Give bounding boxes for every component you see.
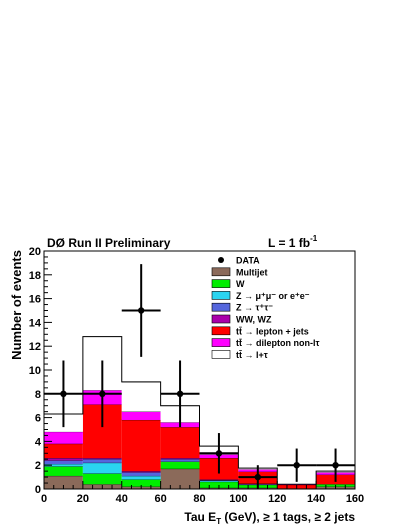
x-label-part-6: 2 jets	[321, 510, 355, 524]
bar-2-bin-2	[121, 475, 161, 480]
bar-1-bin-3	[160, 461, 200, 469]
data-point-2	[137, 307, 145, 314]
bar-7-bin-2	[121, 381, 161, 412]
y-tick-label-1: 2	[35, 460, 41, 472]
bar-2-bin-0	[44, 464, 83, 467]
bar-5-bin-2	[121, 419, 161, 472]
bar-3-bin-1	[82, 459, 122, 463]
legend-label-1: W	[236, 279, 245, 289]
legend-label-5: tt̄ → lepton + jets	[236, 326, 309, 336]
bar-4-bin-3	[160, 458, 200, 460]
x-tick-label-8: 160	[346, 493, 364, 505]
luminosity-label: L = 1 fb-1	[268, 234, 318, 250]
data-point-3	[176, 390, 184, 397]
bar-1-bin-2	[121, 479, 161, 487]
x-tick-label-5: 100	[229, 493, 247, 505]
bar-1-bin-1	[82, 473, 122, 485]
bar-3-bin-3	[160, 459, 200, 462]
x-label-part-3: ≥	[263, 510, 270, 524]
legend-label-0: Multijet	[236, 267, 268, 277]
legend-swatch-3	[211, 302, 231, 312]
y-tick-label-5: 10	[29, 365, 41, 377]
bar-5-bin-3	[160, 427, 200, 459]
x-label-part-1: T	[216, 517, 221, 526]
data-point-5	[254, 473, 262, 481]
luminosity-text: L = 1 fb	[268, 236, 310, 250]
y-tick-label-10: 20	[29, 246, 41, 258]
y-tick-label-9: 18	[29, 270, 41, 282]
bar-4-bin-0	[44, 458, 83, 461]
bar-4-bin-1	[82, 458, 122, 460]
legend-label-7: tt̄ → l+τ	[236, 350, 268, 360]
bar-2-bin-4	[199, 480, 239, 482]
bar-5-bin-0	[44, 443, 83, 459]
y-tick-label-0: 0	[35, 484, 41, 496]
y-tick-label-4: 8	[35, 389, 41, 401]
data-point-7	[332, 462, 339, 469]
legend-swatch-4	[211, 314, 231, 324]
legend-label-6: tt̄ → dilepton non-lτ	[236, 338, 320, 348]
bar-1-bin-4	[199, 481, 239, 488]
legend-swatch-2	[211, 291, 231, 300]
x-label-part-5: ≥	[314, 510, 321, 524]
y-tick-label-3: 6	[35, 413, 41, 425]
bar-6-bin-0	[44, 431, 83, 444]
legend-swatch-5	[211, 326, 231, 336]
luminosity-exponent: -1	[310, 234, 318, 243]
data-point-4	[215, 450, 223, 457]
legend-marker-data	[218, 257, 224, 263]
bar-6-bin-2	[121, 411, 161, 420]
y-axis-label: Number of events	[9, 250, 24, 360]
legend-label-data: DATA	[236, 256, 260, 266]
x-tick-label-1: 20	[77, 493, 89, 505]
legend-swatch-6	[211, 338, 231, 347]
x-label-part-2: (GeV),	[221, 510, 263, 524]
x-axis-label: Tau ET (GeV), ≥ 1 tags, ≥ 2 jets	[184, 510, 355, 526]
y-tick-label-8: 16	[29, 294, 41, 306]
data-points	[44, 264, 355, 489]
x-label-part-0: Tau E	[184, 510, 216, 524]
x-tick-label-4: 80	[193, 493, 205, 505]
x-tick-label-7: 140	[307, 493, 325, 505]
legend-label-3: Z → τ⁺τ⁻	[236, 303, 273, 313]
x-label-part-4: 1 tags,	[270, 510, 315, 524]
data-point-0	[60, 390, 67, 397]
x-tick-label-2: 40	[116, 493, 128, 505]
chart-title: DØ Run II Preliminary	[47, 236, 171, 250]
legend-swatch-1	[211, 279, 231, 288]
bar-2-bin-1	[82, 462, 122, 474]
legend-label-2: Z → μ⁺μ⁻ or e⁺e⁻	[236, 291, 310, 301]
legend-swatch-7	[211, 350, 231, 359]
axes: 0 20 40 60 80 100 120 140 160 0 2 4 6 8 10 12 14 16 18 20	[29, 246, 364, 505]
data-point-1	[99, 390, 106, 397]
data-point-6	[293, 462, 300, 469]
x-tick-label-3: 60	[155, 493, 167, 505]
bar-3-bin-2	[121, 472, 161, 476]
x-tick-label-0: 0	[41, 493, 47, 505]
x-tick-label-6: 120	[268, 493, 286, 505]
bar-0-bin-3	[160, 468, 200, 489]
legend-swatch-0	[211, 267, 231, 277]
legend-label-4: WW, WZ	[236, 315, 272, 325]
bar-4-bin-2	[121, 471, 161, 473]
bar-3-bin-0	[44, 460, 83, 465]
y-tick-label-2: 4	[35, 436, 42, 448]
y-tick-label-7: 14	[29, 317, 42, 329]
y-tick-label-6: 12	[29, 341, 41, 353]
bar-1-bin-0	[44, 466, 83, 476]
